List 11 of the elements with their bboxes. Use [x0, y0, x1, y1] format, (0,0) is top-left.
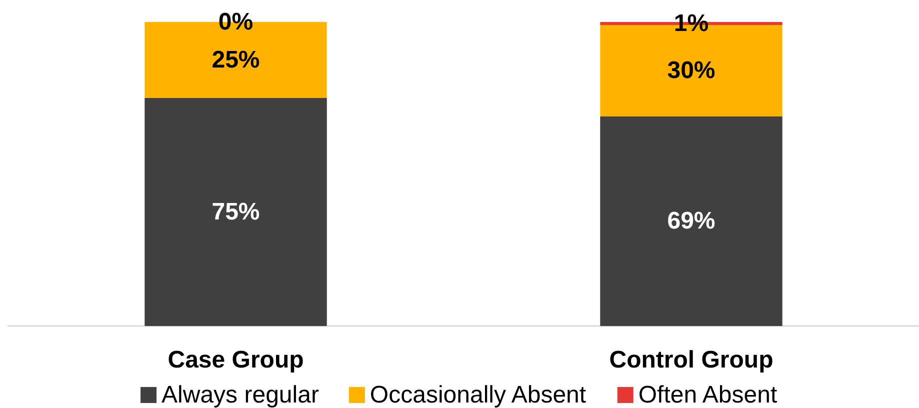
legend-label: Always regular — [162, 382, 319, 408]
legend-label: Occasionally Absent — [370, 382, 586, 408]
data-label: 30% — [667, 57, 716, 84]
data-label: 75% — [212, 198, 260, 226]
data-label: 25% — [212, 46, 260, 74]
data-label: 69% — [667, 208, 716, 235]
legend-label: Often Absent — [638, 382, 778, 408]
bar — [144, 98, 327, 326]
bar — [600, 116, 782, 326]
x-tick-label: Case Group — [168, 346, 304, 374]
x-tick-label: Control Group — [609, 346, 774, 374]
